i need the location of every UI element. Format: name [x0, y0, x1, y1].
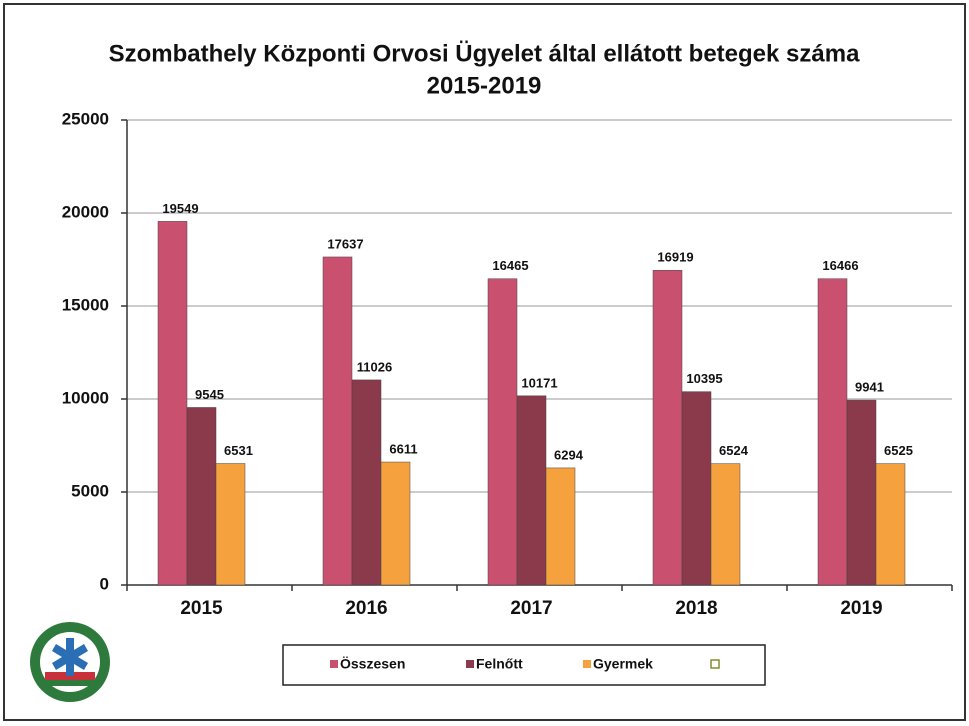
x-tick-label: 2018: [675, 598, 717, 619]
data-label: 6524: [719, 443, 749, 458]
bar: [545, 467, 576, 586]
y-tick-label: 15000: [62, 295, 109, 314]
bar: [710, 463, 741, 586]
y-tick-label: 5000: [71, 481, 109, 500]
legend-swatch: [330, 660, 338, 668]
data-label: 9545: [195, 387, 224, 402]
y-tick-label: 0: [100, 574, 109, 593]
data-label: 16466: [822, 258, 858, 273]
y-tick-label: 10000: [62, 388, 109, 407]
y-tick-label: 20000: [62, 202, 109, 221]
bar: [186, 407, 217, 586]
data-label: 16465: [492, 258, 528, 273]
x-tick-label: 2017: [510, 598, 552, 619]
data-label: 9941: [855, 380, 884, 395]
data-label: 16919: [657, 250, 693, 265]
bar: [875, 463, 906, 586]
y-tick-label: 25000: [62, 109, 109, 128]
legend-swatch: [466, 660, 474, 668]
x-tick-label: 2016: [345, 598, 387, 619]
bar: [322, 256, 353, 586]
legend-label: Gyermek: [593, 656, 653, 672]
bar: [215, 463, 246, 586]
data-label: 19549: [162, 201, 198, 216]
data-label: 6294: [554, 447, 584, 462]
bar: [681, 391, 712, 586]
data-label: 6531: [224, 443, 253, 458]
x-tick-label: 2019: [840, 598, 882, 619]
legend-label: Összesen: [340, 656, 405, 672]
legend-empty-swatch: [710, 659, 720, 669]
data-label: 10395: [686, 371, 722, 386]
data-label: 17637: [327, 236, 363, 251]
bar: [157, 221, 188, 586]
data-label: 10171: [521, 375, 557, 390]
bar: [516, 395, 547, 586]
chart-title: Szombathely Központi Orvosi Ügyelet álta…: [109, 40, 860, 67]
bar: [652, 270, 683, 586]
bar: [817, 278, 848, 586]
logo: [30, 622, 110, 702]
chart-subtitle: 2015-2019: [427, 72, 542, 99]
data-label: 6525: [884, 443, 913, 458]
data-label: 11026: [357, 359, 392, 374]
legend-label: Felnőtt: [476, 656, 523, 672]
data-label: 6611: [389, 441, 417, 456]
bar: [351, 379, 382, 586]
bar: [487, 278, 518, 586]
x-tick-label: 2015: [180, 598, 223, 619]
bar: [846, 399, 877, 586]
legend-swatch: [583, 660, 591, 668]
bar: [380, 461, 411, 586]
legend-box: [282, 644, 766, 686]
